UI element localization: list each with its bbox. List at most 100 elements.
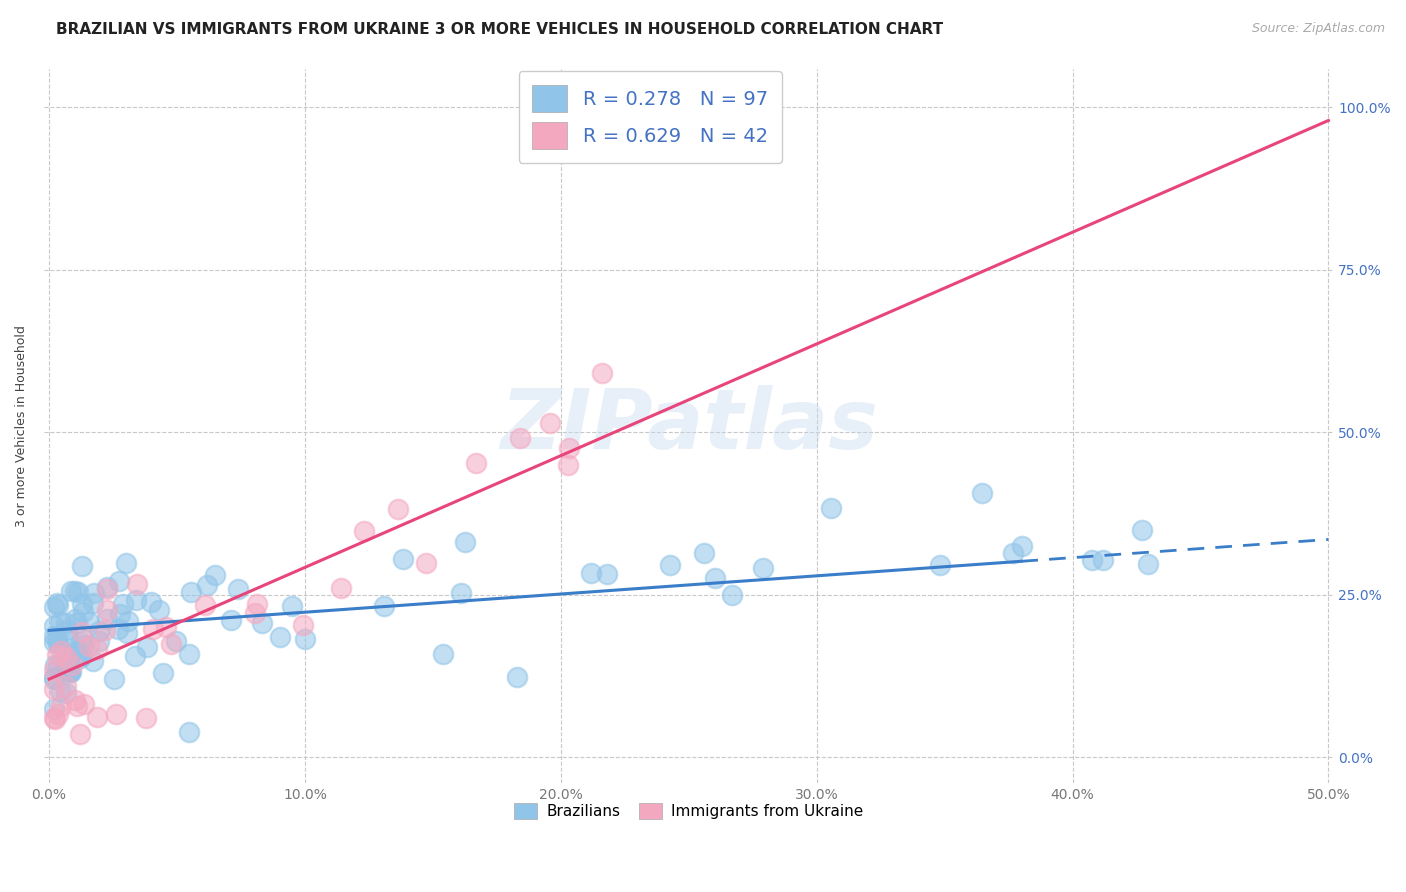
Point: [226, 582, 249, 596]
Point: [148, 603, 170, 617]
Point: [1091, 553, 1114, 567]
Point: [1137, 557, 1160, 571]
Point: [107, 574, 129, 589]
Point: [281, 599, 304, 614]
Point: [96, 582, 118, 596]
Point: [107, 623, 129, 637]
Point: [44, 599, 66, 614]
Point: [752, 561, 775, 575]
Point: [96, 612, 118, 626]
Point: [55, 615, 77, 630]
Point: [432, 647, 454, 661]
Point: [1132, 523, 1154, 537]
Point: [96, 603, 118, 617]
Point: [49, 698, 72, 713]
Point: [246, 597, 269, 611]
Point: [82, 596, 104, 610]
Point: [69, 651, 91, 665]
Point: [72, 638, 94, 652]
Point: [294, 632, 316, 647]
Point: [387, 502, 409, 516]
Point: [135, 711, 157, 725]
Point: [63, 612, 86, 626]
Legend: Brazilians, Immigrants from Ukraine: Brazilians, Immigrants from Ukraine: [508, 797, 869, 825]
Point: [579, 566, 602, 580]
Point: [204, 568, 226, 582]
Point: [56, 623, 79, 637]
Point: [55, 650, 77, 665]
Point: [454, 535, 477, 549]
Point: [970, 486, 993, 500]
Point: [291, 617, 314, 632]
Point: [59, 665, 82, 679]
Point: [152, 665, 174, 680]
Point: [124, 648, 146, 663]
Point: [44, 663, 66, 677]
Point: [928, 558, 950, 572]
Point: [108, 607, 131, 622]
Point: [86, 642, 108, 657]
Point: [49, 615, 72, 630]
Point: [820, 500, 842, 515]
Point: [159, 637, 181, 651]
Point: [46, 648, 69, 662]
Point: [464, 457, 486, 471]
Point: [509, 431, 531, 445]
Point: [591, 366, 613, 380]
Text: BRAZILIAN VS IMMIGRANTS FROM UKRAINE 3 OR MORE VEHICLES IN HOUSEHOLD CORRELATION: BRAZILIAN VS IMMIGRANTS FROM UKRAINE 3 O…: [56, 22, 943, 37]
Point: [89, 624, 111, 638]
Point: [194, 598, 217, 612]
Y-axis label: 3 or more Vehicles in Household: 3 or more Vehicles in Household: [15, 325, 28, 526]
Point: [66, 585, 89, 599]
Point: [70, 625, 93, 640]
Point: [44, 657, 66, 672]
Point: [139, 594, 162, 608]
Point: [105, 707, 128, 722]
Point: [250, 615, 273, 630]
Point: [48, 657, 70, 672]
Point: [329, 582, 352, 596]
Point: [720, 587, 742, 601]
Point: [44, 618, 66, 632]
Point: [60, 583, 83, 598]
Point: [111, 597, 134, 611]
Point: [125, 577, 148, 591]
Point: [59, 665, 82, 680]
Point: [179, 647, 201, 661]
Point: [353, 524, 375, 538]
Point: [704, 571, 727, 585]
Point: [45, 631, 67, 645]
Point: [59, 665, 82, 679]
Point: [155, 620, 177, 634]
Point: [62, 644, 84, 658]
Point: [49, 644, 72, 658]
Point: [505, 671, 527, 685]
Point: [53, 658, 76, 673]
Point: [55, 679, 77, 693]
Point: [72, 559, 94, 574]
Point: [46, 598, 69, 612]
Point: [93, 623, 115, 637]
Point: [44, 629, 66, 643]
Point: [55, 686, 77, 700]
Point: [44, 711, 66, 725]
Point: [557, 458, 579, 472]
Point: [373, 599, 395, 613]
Point: [180, 584, 202, 599]
Point: [1001, 546, 1024, 560]
Point: [86, 709, 108, 723]
Point: [96, 581, 118, 595]
Point: [538, 416, 561, 430]
Point: [83, 586, 105, 600]
Point: [77, 615, 100, 630]
Point: [60, 657, 83, 672]
Point: [56, 631, 79, 645]
Text: ZIPatlas: ZIPatlas: [499, 385, 877, 467]
Point: [142, 622, 165, 636]
Point: [70, 597, 93, 611]
Point: [596, 566, 619, 581]
Point: [44, 712, 66, 726]
Point: [65, 615, 87, 630]
Point: [44, 681, 66, 696]
Point: [1080, 553, 1102, 567]
